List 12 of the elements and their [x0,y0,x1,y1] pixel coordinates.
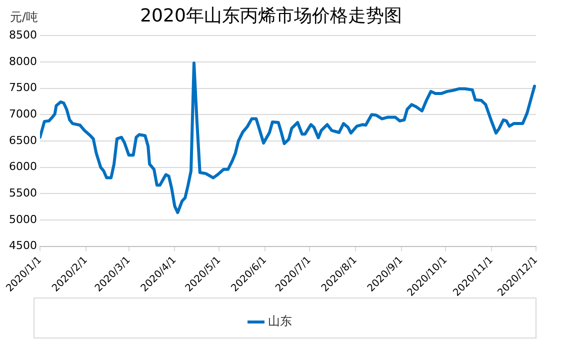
y-tick-label: 8500 [8,28,37,42]
y-tick-label: 6000 [8,160,37,174]
y-tick-label: 7500 [8,81,37,94]
y-tick-label: 5000 [8,212,37,226]
y-tick-label: 5500 [8,186,37,200]
y-tick-label: 6500 [8,134,37,147]
y-axis-title: 元/吨 [10,10,38,24]
y-tick-label: 4500 [8,239,37,252]
legend-label: 山东 [268,314,292,328]
y-tick-label: 8000 [8,54,37,68]
y-tick-label: 7000 [8,107,37,120]
chart-title: 2020年山东丙烯市场价格走势图 [140,5,402,26]
